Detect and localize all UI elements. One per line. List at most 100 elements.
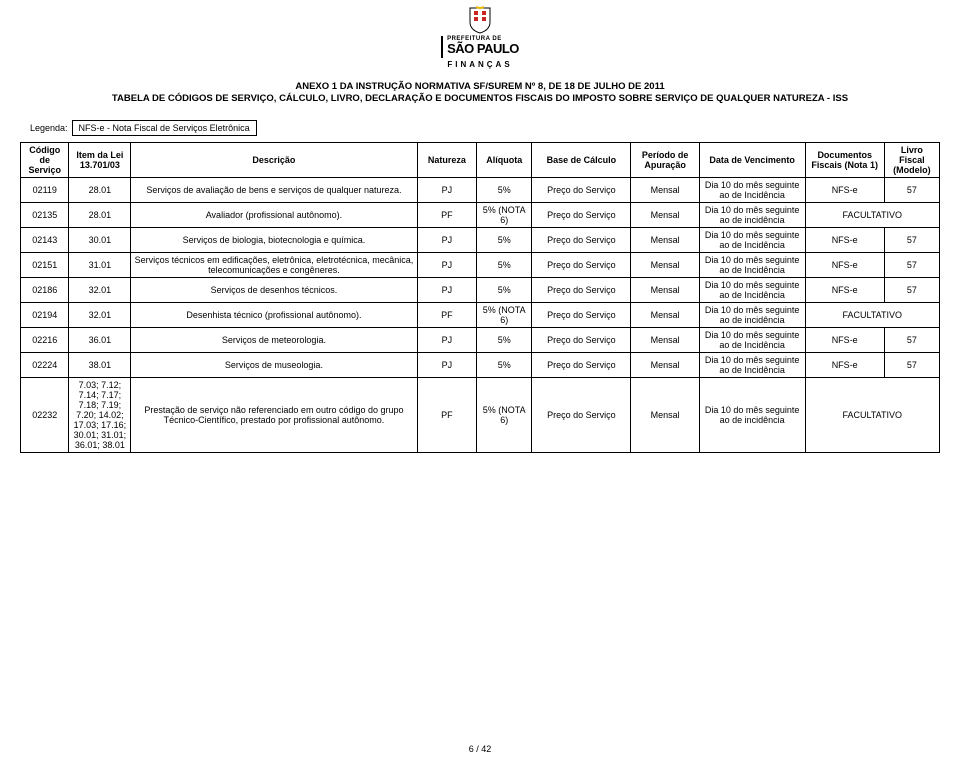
service-codes-table: Código de Serviço Item da Lei 13.701/03 … xyxy=(20,142,940,453)
cell-base: Preço do Serviço xyxy=(532,202,631,227)
branding-block: PREFEITURA DE SÃO PAULO xyxy=(441,36,519,58)
cell-venc: Dia 10 do mês seguinte ao de Incidência xyxy=(699,177,805,202)
cell-docs: NFS-e xyxy=(805,327,884,352)
cell-docs: FACULTATIVO xyxy=(805,377,939,452)
title-block: ANEXO 1 DA INSTRUÇÃO NORMATIVA SF/SUREM … xyxy=(0,81,960,106)
cell-venc: Dia 10 do mês seguinte ao de Incidência xyxy=(699,277,805,302)
cell-venc: Dia 10 do mês seguinte ao de incidência xyxy=(699,377,805,452)
cell-aliq: 5% xyxy=(477,327,532,352)
cell-nat: PF xyxy=(417,377,477,452)
cell-docs: NFS-e xyxy=(805,277,884,302)
shield-icon xyxy=(468,6,492,34)
cell-desc: Avaliador (profissional autônomo). xyxy=(131,202,417,227)
cell-venc: Dia 10 do mês seguinte ao de Incidência xyxy=(699,252,805,277)
cell-lei: 28.01 xyxy=(69,177,131,202)
cell-desc: Serviços técnicos em edificações, eletrô… xyxy=(131,252,417,277)
cell-codigo: 02119 xyxy=(21,177,69,202)
cell-codigo: 02143 xyxy=(21,227,69,252)
cell-nat: PJ xyxy=(417,352,477,377)
cell-lei: 38.01 xyxy=(69,352,131,377)
cell-nat: PF xyxy=(417,202,477,227)
divider-bar-icon xyxy=(441,36,443,58)
cell-livro: 57 xyxy=(884,177,939,202)
cell-nat: PJ xyxy=(417,327,477,352)
table-row: 0218632.01Serviços de desenhos técnicos.… xyxy=(21,277,940,302)
th-venc: Data de Vencimento xyxy=(699,142,805,177)
th-periodo: Período de Apuração xyxy=(631,142,699,177)
cell-livro: 57 xyxy=(884,327,939,352)
cell-nat: PJ xyxy=(417,177,477,202)
cell-codigo: 02194 xyxy=(21,302,69,327)
table-row: 0213528.01Avaliador (profissional autôno… xyxy=(21,202,940,227)
financas-label: FINANÇAS xyxy=(0,60,960,69)
cell-venc: Dia 10 do mês seguinte ao de Incidência xyxy=(699,227,805,252)
th-desc: Descrição xyxy=(131,142,417,177)
cell-aliq: 5% xyxy=(477,277,532,302)
cell-lei: 28.01 xyxy=(69,202,131,227)
cell-aliq: 5% xyxy=(477,227,532,252)
cell-livro: 57 xyxy=(884,352,939,377)
cell-periodo: Mensal xyxy=(631,377,699,452)
th-codigo: Código de Serviço xyxy=(21,142,69,177)
cell-base: Preço do Serviço xyxy=(532,302,631,327)
cell-venc: Dia 10 do mês seguinte ao de Incidência xyxy=(699,352,805,377)
cell-livro: 57 xyxy=(884,227,939,252)
cell-lei: 36.01 xyxy=(69,327,131,352)
cell-periodo: Mensal xyxy=(631,202,699,227)
cell-nat: PF xyxy=(417,302,477,327)
cell-codigo: 02232 xyxy=(21,377,69,452)
table-row: 0221636.01Serviços de meteorologia.PJ5%P… xyxy=(21,327,940,352)
cell-periodo: Mensal xyxy=(631,177,699,202)
table-row: 022327.03; 7.12; 7.14; 7.17; 7.18; 7.19;… xyxy=(21,377,940,452)
cell-desc: Serviços de avaliação de bens e serviços… xyxy=(131,177,417,202)
cell-lei: 32.01 xyxy=(69,302,131,327)
cell-codigo: 02135 xyxy=(21,202,69,227)
legenda-row: Legenda: NFS-e - Nota Fiscal de Serviços… xyxy=(30,120,960,136)
cell-lei: 31.01 xyxy=(69,252,131,277)
cell-base: Preço do Serviço xyxy=(532,177,631,202)
cell-desc: Serviços de desenhos técnicos. xyxy=(131,277,417,302)
table-row: 0215131.01Serviços técnicos em edificaçõ… xyxy=(21,252,940,277)
cell-aliq: 5% xyxy=(477,352,532,377)
table-header: Código de Serviço Item da Lei 13.701/03 … xyxy=(21,142,940,177)
th-nat: Natureza xyxy=(417,142,477,177)
th-aliq: Alíquota xyxy=(477,142,532,177)
cell-venc: Dia 10 do mês seguinte ao de incidência xyxy=(699,302,805,327)
cell-venc: Dia 10 do mês seguinte ao de Incidência xyxy=(699,327,805,352)
table-row: 0214330.01Serviços de biologia, biotecno… xyxy=(21,227,940,252)
table-row: 0222438.01Serviços de museologia.PJ5%Pre… xyxy=(21,352,940,377)
legenda-value: NFS-e - Nota Fiscal de Serviços Eletrôni… xyxy=(72,120,257,136)
cell-aliq: 5% xyxy=(477,252,532,277)
cell-desc: Serviços de museologia. xyxy=(131,352,417,377)
cell-periodo: Mensal xyxy=(631,302,699,327)
th-docs: Documentos Fiscais (Nota 1) xyxy=(805,142,884,177)
cell-docs: FACULTATIVO xyxy=(805,202,939,227)
header-logo: PREFEITURA DE SÃO PAULO FINANÇAS xyxy=(0,0,960,69)
cell-aliq: 5% (NOTA 6) xyxy=(477,377,532,452)
cell-desc: Prestação de serviço não referenciado em… xyxy=(131,377,417,452)
cell-base: Preço do Serviço xyxy=(532,277,631,302)
cell-aliq: 5% xyxy=(477,177,532,202)
cell-base: Preço do Serviço xyxy=(532,377,631,452)
cell-aliq: 5% (NOTA 6) xyxy=(477,202,532,227)
cell-nat: PJ xyxy=(417,277,477,302)
th-livro: Livro Fiscal (Modelo) xyxy=(884,142,939,177)
cell-livro: 57 xyxy=(884,277,939,302)
cell-livro: 57 xyxy=(884,252,939,277)
cell-periodo: Mensal xyxy=(631,227,699,252)
cell-docs: FACULTATIVO xyxy=(805,302,939,327)
cell-codigo: 02151 xyxy=(21,252,69,277)
table-row: 0219432.01Desenhista técnico (profission… xyxy=(21,302,940,327)
th-lei: Item da Lei 13.701/03 xyxy=(69,142,131,177)
cell-periodo: Mensal xyxy=(631,277,699,302)
cell-periodo: Mensal xyxy=(631,352,699,377)
table-row: 0211928.01Serviços de avaliação de bens … xyxy=(21,177,940,202)
title-line2: TABELA DE CÓDIGOS DE SERVIÇO, CÁLCULO, L… xyxy=(0,93,960,105)
cell-nat: PJ xyxy=(417,252,477,277)
cell-desc: Desenhista técnico (profissional autônom… xyxy=(131,302,417,327)
cell-lei: 30.01 xyxy=(69,227,131,252)
cell-docs: NFS-e xyxy=(805,252,884,277)
cell-lei: 32.01 xyxy=(69,277,131,302)
th-base: Base de Cálculo xyxy=(532,142,631,177)
cell-aliq: 5% (NOTA 6) xyxy=(477,302,532,327)
